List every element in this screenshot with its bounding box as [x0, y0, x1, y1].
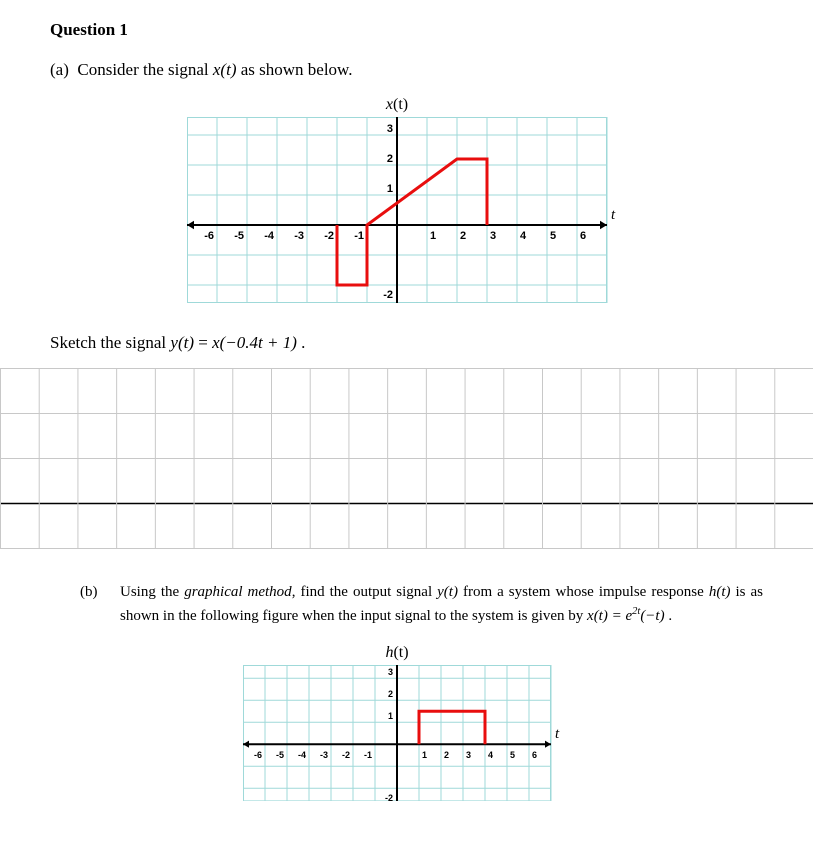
- svg-text:2: 2: [386, 153, 392, 165]
- chart2-svg-holder: -6 -5 -4 -3 -2 -1 1 2 3 4 5 6 -2 1 2 3 h(t) t: [50, 643, 763, 806]
- signal-chart-2: -6 -5 -4 -3 -2 -1 1 2 3 4 5 6 -2 1 2 3 h(t) t: [50, 643, 763, 806]
- part-a-label: (a): [50, 60, 69, 79]
- sketch-label: Sketch the signal: [50, 333, 170, 352]
- svg-text:t: t: [611, 207, 616, 223]
- svg-text:-5: -5: [276, 750, 284, 760]
- svg-text:-6: -6: [254, 750, 262, 760]
- svg-text:1: 1: [430, 230, 436, 242]
- answer-grid: [0, 368, 813, 555]
- part-b-t3: from a system whose impulse response: [458, 584, 709, 600]
- svg-text:-1: -1: [354, 230, 364, 242]
- answer-grid-svg: [0, 368, 813, 550]
- svg-text:-2: -2: [385, 793, 393, 801]
- sketch-rhs: x(−0.4t + 1): [212, 333, 297, 352]
- svg-text:3: 3: [386, 123, 392, 135]
- svg-text:x(t): x(t): [384, 96, 407, 113]
- svg-text:3: 3: [465, 750, 470, 760]
- sketch-eq: =: [194, 333, 212, 352]
- svg-text:3: 3: [490, 230, 496, 242]
- svg-text:6: 6: [531, 750, 536, 760]
- sketch-instruction: Sketch the signal y(t) = x(−0.4t + 1) .: [50, 333, 763, 353]
- svg-text:-4: -4: [264, 230, 275, 242]
- svg-text:-3: -3: [294, 230, 304, 242]
- svg-text:4: 4: [520, 230, 527, 242]
- svg-text:2: 2: [443, 750, 448, 760]
- part-a-tail: as shown below.: [236, 60, 352, 79]
- chart1-svg-holder: -6 -5 -4 -3 -2 -1 1 2 3 4 5 6 -2 1 2 3 x(t) t: [50, 95, 763, 308]
- svg-text:6: 6: [580, 230, 586, 242]
- part-b-paren: (−t): [640, 608, 664, 624]
- part-b-paragraph: (b)Using the graphical method, find the …: [120, 580, 763, 628]
- part-a-var: x(t): [213, 60, 237, 79]
- svg-text:2: 2: [388, 689, 393, 699]
- part-a-line: (a) Consider the signal x(t) as shown be…: [50, 60, 763, 80]
- part-b-t2: , find the output signal: [292, 584, 437, 600]
- signal-plot-svg: -6 -5 -4 -3 -2 -1 1 2 3 4 5 6 -2 1 2 3 h(t) t: [243, 643, 571, 801]
- svg-text:-5: -5: [234, 230, 244, 242]
- svg-text:-2: -2: [342, 750, 350, 760]
- svg-text:5: 5: [509, 750, 514, 760]
- part-b-x: x(t) = e: [587, 608, 632, 624]
- part-b-label: (b): [80, 580, 120, 604]
- svg-text:-3: -3: [320, 750, 328, 760]
- signal-chart-1: -6 -5 -4 -3 -2 -1 1 2 3 4 5 6 -2 1 2 3 x(t) t: [50, 95, 763, 308]
- page: Question 1 (a) Consider the signal x(t) …: [0, 0, 813, 851]
- svg-text:1: 1: [421, 750, 426, 760]
- svg-text:-2: -2: [383, 289, 393, 301]
- part-a-text: Consider the signal: [77, 60, 213, 79]
- sketch-lhs: y(t): [170, 333, 194, 352]
- sketch-tail: .: [297, 333, 306, 352]
- svg-text:1: 1: [386, 183, 392, 195]
- svg-text:2: 2: [460, 230, 466, 242]
- part-b-h: h(t): [709, 584, 731, 600]
- svg-text:5: 5: [550, 230, 556, 242]
- answer-grid-svg-holder: [0, 368, 813, 555]
- signal-plot-svg: -6 -5 -4 -3 -2 -1 1 2 3 4 5 6 -2 1 2 3 x(t) t: [187, 95, 627, 303]
- svg-text:t: t: [554, 726, 559, 742]
- part-b-emph: graphical method: [184, 584, 292, 600]
- part-b-y: y(t): [437, 584, 458, 600]
- question-heading: Question 1: [50, 20, 763, 40]
- part-b-tail: .: [665, 608, 673, 624]
- svg-text:3: 3: [388, 667, 393, 677]
- svg-text:-4: -4: [298, 750, 306, 760]
- part-b-t1: Using the: [120, 584, 184, 600]
- svg-text:-1: -1: [364, 750, 372, 760]
- svg-text:1: 1: [388, 711, 393, 721]
- svg-text:h(t): h(t): [385, 644, 408, 661]
- svg-text:-6: -6: [204, 230, 214, 242]
- svg-text:-2: -2: [324, 230, 334, 242]
- svg-text:4: 4: [487, 750, 492, 760]
